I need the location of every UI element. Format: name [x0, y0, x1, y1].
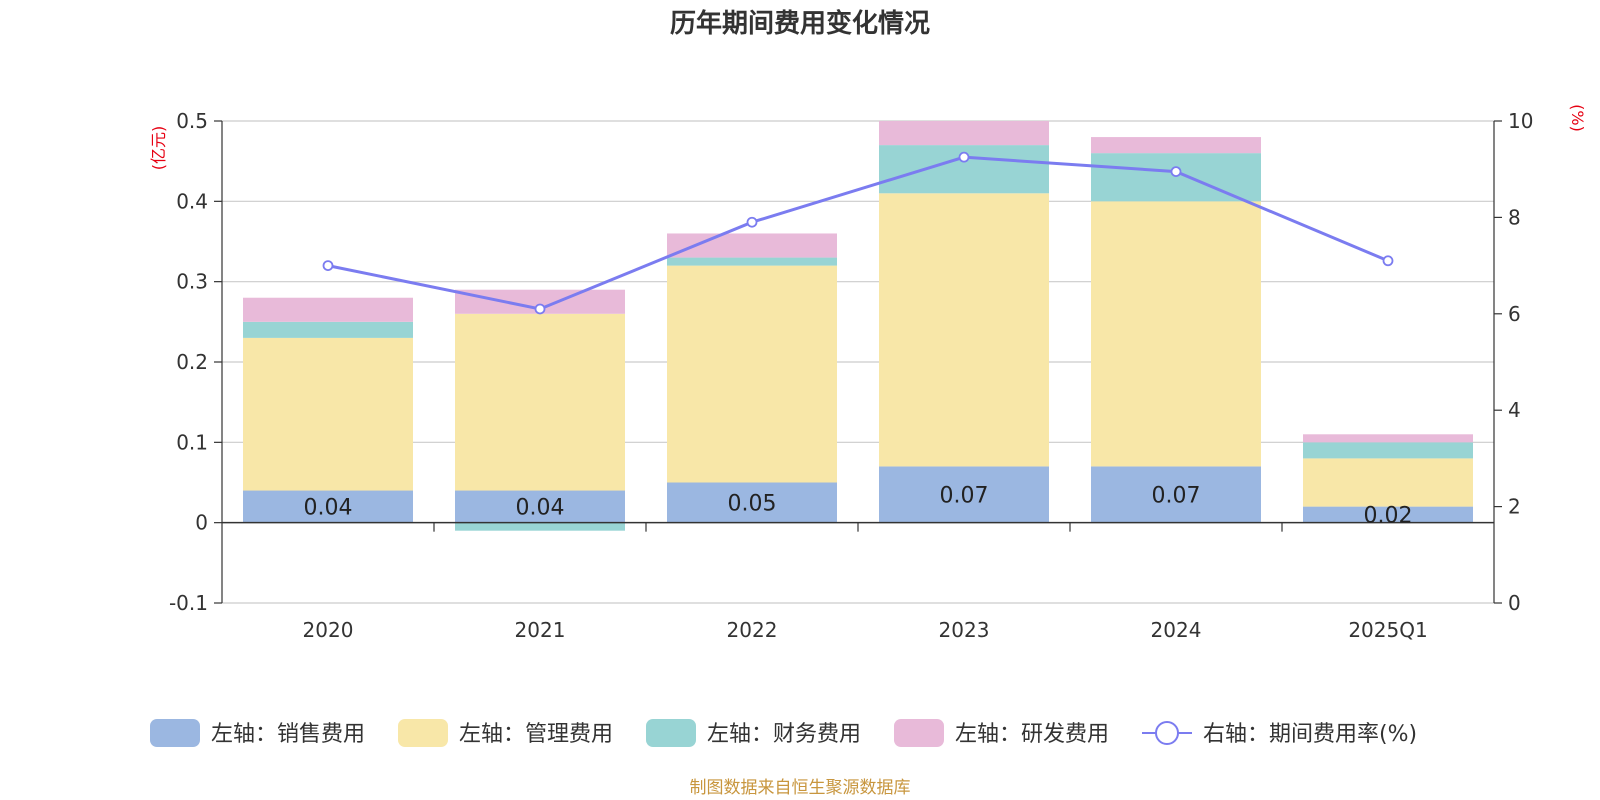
data-labels: 0.04 0.04 0.05 0.07 0.07 0.02: [304, 484, 1413, 529]
right-tick-label: 10: [1508, 109, 1533, 133]
legend-marker: [1155, 721, 1179, 745]
legend-swatch: [646, 719, 696, 747]
legend-item[interactable]: 左轴：研发费用: [894, 719, 1109, 747]
bar-2025Q1-series-3: [1303, 434, 1473, 443]
bar-data-label: 0.07: [1152, 484, 1201, 509]
legend-item[interactable]: 左轴：销售费用: [150, 719, 365, 747]
axes: -0.1 0 0.1 0.2 0.3 0.4 0.5 0 2 4 6 8 10 2020 2021 2022 2…: [169, 109, 1533, 642]
bar-2020-series-0: [243, 490, 413, 523]
left-tick-label: -0.1: [169, 591, 208, 615]
legend-swatch: [398, 719, 448, 747]
rate-line-path: [327, 155, 1389, 311]
gridlines: [222, 120, 1494, 604]
legend-label: 左轴：财务费用: [707, 722, 861, 747]
rate-point: [958, 151, 970, 163]
legend: 左轴：销售费用 左轴：管理费用 左轴：财务费用 左轴：研发费用 右轴：期间费用率(%): [150, 719, 1417, 747]
right-tick-label: 6: [1508, 302, 1521, 326]
legend-swatch: [150, 719, 200, 747]
right-tick-label: 0: [1508, 591, 1521, 615]
bar-data-label: 0.07: [940, 484, 989, 509]
left-tick-label: 0.1: [176, 430, 208, 454]
bar-2020-series-3: [243, 297, 413, 322]
bar-2022-series-0: [667, 482, 837, 523]
bar-2025Q1-series-0: [1303, 506, 1473, 523]
category-label: 2021: [515, 618, 566, 642]
rate-point: [1382, 255, 1394, 267]
bar-2021-series-0: [455, 490, 625, 523]
bar-2021-series-1: [455, 313, 625, 491]
chart-title: 历年期间费用变化情况: [670, 8, 930, 39]
bar-data-label: 0.04: [304, 496, 353, 521]
bar-2021-series-2: [455, 522, 625, 531]
bar-2022-series-2: [667, 257, 837, 266]
bar-data-label: 0.04: [516, 496, 565, 521]
left-tick-label: 0.4: [176, 189, 208, 213]
legend-item[interactable]: 左轴：管理费用: [398, 719, 613, 747]
category-label: 2020: [303, 618, 354, 642]
bar-2023-series-0: [879, 466, 1049, 523]
bar-2024-series-3: [1091, 137, 1261, 154]
right-tick-label: 4: [1508, 398, 1521, 422]
category-label: 2025Q1: [1348, 618, 1427, 642]
left-tick-label: 0.5: [176, 109, 208, 133]
bar-2024-series-2: [1091, 153, 1261, 202]
bar-2024-series-1: [1091, 201, 1261, 467]
bar-2025Q1-series-2: [1303, 442, 1473, 459]
left-tick-label: 0.3: [176, 270, 208, 294]
bar-2022-series-1: [667, 265, 837, 483]
source-note: 制图数据来自恒生聚源数据库: [690, 778, 911, 798]
rate-point: [534, 303, 546, 315]
left-tick-label: 0.2: [176, 350, 208, 374]
bar-2020-series-1: [243, 337, 413, 491]
bar-2023-series-3: [879, 121, 1049, 146]
left-tick-label: 0: [195, 511, 208, 535]
bar-data-label: 0.02: [1364, 504, 1413, 529]
bars: [243, 121, 1473, 531]
legend-label: 左轴：研发费用: [955, 722, 1109, 747]
bar-2023-series-1: [879, 193, 1049, 467]
right-tick-label: 2: [1508, 495, 1521, 519]
bar-2025Q1-series-1: [1303, 458, 1473, 507]
bar-2020-series-2: [243, 321, 413, 338]
category-label: 2024: [1151, 618, 1202, 642]
legend-label: 右轴：期间费用率(%): [1203, 722, 1417, 747]
legend-label: 左轴：销售费用: [211, 722, 365, 747]
rate-line: [322, 151, 1394, 315]
legend-swatch: [894, 719, 944, 747]
legend-item[interactable]: 左轴：财务费用: [646, 719, 861, 747]
left-axis-unit: (亿元): [149, 126, 168, 171]
rate-point: [322, 260, 334, 272]
bar-data-label: 0.05: [728, 492, 777, 517]
rate-point: [746, 216, 758, 228]
right-tick-label: 8: [1508, 205, 1521, 229]
bar-2024-series-0: [1091, 466, 1261, 523]
legend-item[interactable]: 右轴：期间费用率(%): [1142, 721, 1417, 747]
legend-label: 左轴：管理费用: [459, 722, 613, 747]
right-axis-unit: (%): [1568, 104, 1587, 132]
category-label: 2023: [939, 618, 990, 642]
category-label: 2022: [727, 618, 778, 642]
rate-point: [1170, 166, 1182, 178]
